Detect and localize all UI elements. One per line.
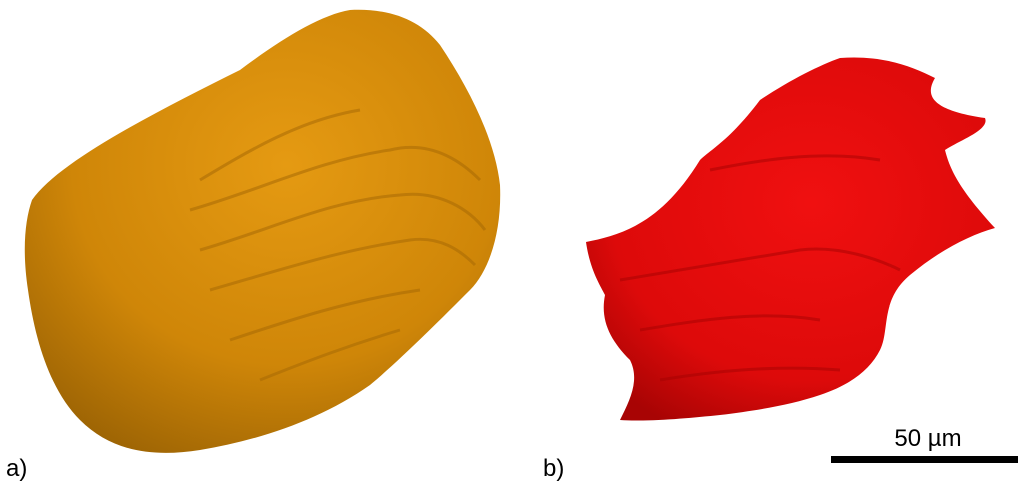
orange-texture (189, 108, 487, 382)
panel-label: b) (543, 455, 564, 482)
panel-label: a) (6, 455, 27, 482)
scale-bar-label: 50 µm (894, 425, 961, 452)
scale-bar (831, 456, 1018, 463)
red-texture (619, 154, 901, 382)
red-particle (586, 57, 995, 421)
orange-particle (24, 9, 501, 453)
